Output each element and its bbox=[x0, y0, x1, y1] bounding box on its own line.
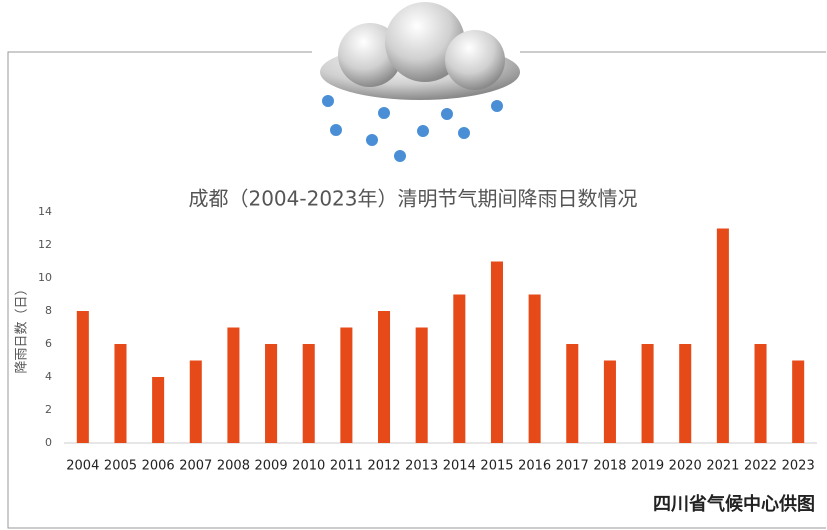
y-tick-label: 12 bbox=[38, 238, 52, 251]
x-tick-label: 2010 bbox=[292, 459, 325, 474]
x-tick-label: 2016 bbox=[518, 459, 551, 474]
bar bbox=[528, 294, 541, 443]
bar bbox=[114, 344, 127, 443]
bar bbox=[453, 294, 466, 443]
y-tick-label: 10 bbox=[38, 271, 52, 284]
y-tick-label: 4 bbox=[45, 370, 52, 383]
x-tick-label: 2019 bbox=[631, 459, 664, 474]
bar bbox=[189, 360, 202, 443]
bar bbox=[415, 327, 428, 443]
x-tick-label: 2011 bbox=[330, 459, 363, 474]
x-tick-label: 2020 bbox=[669, 459, 702, 474]
bar bbox=[679, 344, 692, 443]
chart-title: 成都（2004-2023年）清明节气期间降雨日数情况 bbox=[188, 187, 637, 211]
bar bbox=[227, 327, 240, 443]
x-tick-label: 2009 bbox=[255, 459, 288, 474]
bar bbox=[566, 344, 579, 443]
x-tick-label: 2012 bbox=[367, 459, 400, 474]
x-tick-label: 2006 bbox=[142, 459, 175, 474]
bar bbox=[152, 377, 165, 443]
x-tick-label: 2021 bbox=[706, 459, 739, 474]
bar bbox=[265, 344, 278, 443]
x-tick-label: 2005 bbox=[104, 459, 137, 474]
x-tick-label: 2023 bbox=[782, 459, 815, 474]
bar bbox=[76, 311, 89, 443]
x-tick-label: 2004 bbox=[66, 459, 99, 474]
frame bbox=[7, 51, 826, 529]
bar bbox=[302, 344, 315, 443]
bar bbox=[378, 311, 391, 443]
y-tick-label: 0 bbox=[45, 436, 52, 449]
bar bbox=[490, 261, 503, 443]
source-note: 四川省气候中心供图 bbox=[653, 493, 815, 515]
x-tick-label: 2007 bbox=[179, 459, 212, 474]
bar bbox=[792, 360, 805, 443]
x-tick-label: 2022 bbox=[744, 459, 777, 474]
x-tick-label: 2015 bbox=[480, 459, 513, 474]
y-tick-label: 2 bbox=[45, 403, 52, 416]
y-tick-label: 14 bbox=[38, 205, 52, 218]
x-tick-label: 2014 bbox=[443, 459, 476, 474]
x-tick-label: 2008 bbox=[217, 459, 250, 474]
bar bbox=[754, 344, 767, 443]
bar bbox=[716, 228, 729, 443]
x-tick-label: 2017 bbox=[556, 459, 589, 474]
y-axis-label: 降雨日数（日） bbox=[15, 282, 30, 373]
bar bbox=[603, 360, 616, 443]
bar bbox=[641, 344, 654, 443]
y-tick-label: 6 bbox=[45, 337, 52, 350]
x-tick-label: 2013 bbox=[405, 459, 438, 474]
rain-cloud-icon bbox=[320, 2, 520, 162]
x-tick-label: 2018 bbox=[593, 459, 626, 474]
bar bbox=[340, 327, 353, 443]
y-tick-label: 8 bbox=[45, 304, 52, 317]
